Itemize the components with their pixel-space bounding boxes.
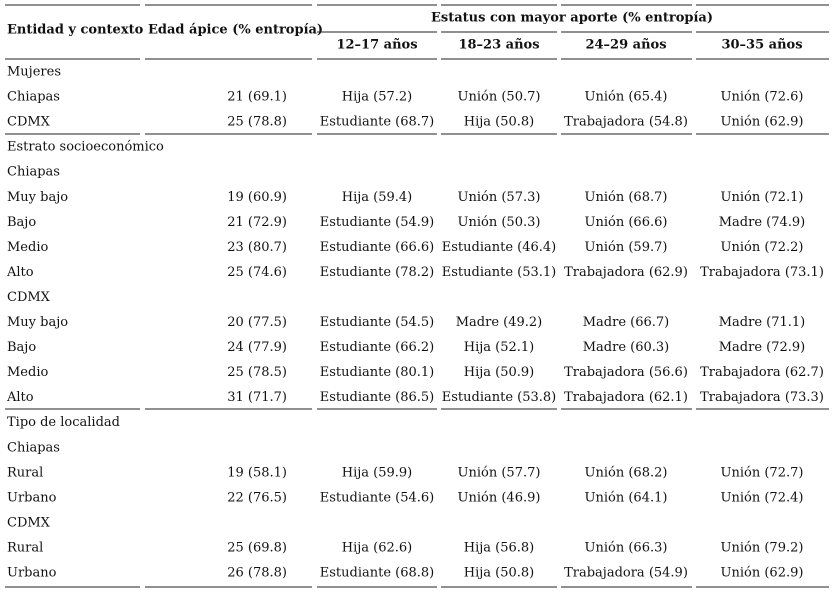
cell: Estudiante (54.6) [320,490,435,505]
cell: Estudiante (66.2) [320,340,435,355]
cell: Unión (72.4) [721,490,804,505]
cell: 31 (71.7) [227,390,287,405]
cell: Unión (66.3) [585,540,668,555]
cell: Estudiante (78.2) [320,265,435,280]
cell: Unión (72.1) [721,190,804,205]
row-label: Muy bajo [7,315,68,330]
cell: Madre (66.7) [583,315,670,330]
row-label: Bajo [7,215,36,230]
cell: 19 (58.1) [227,465,287,480]
cell: Hija (59.4) [342,190,413,205]
cell: Hija (50.8) [464,566,535,581]
cell: Madre (60.3) [583,340,670,355]
row-label: Medio [7,365,48,380]
cell: 25 (74.6) [227,265,287,280]
cell: 25 (78.8) [227,115,287,130]
cell: Unión (57.7) [458,465,541,480]
section-label: Chiapas [7,165,60,180]
cell: Unión (72.2) [721,240,804,255]
cell: Unión (57.3) [458,190,541,205]
cell: Madre (71.1) [719,315,806,330]
cell: Unión (50.7) [458,90,541,105]
section-label: CDMX [7,515,51,530]
cell: Madre (49.2) [456,315,543,330]
header-group: 18–23 años [458,38,539,53]
cell: Unión (65.4) [585,90,668,105]
cell: Hija (59.9) [342,465,413,480]
header-age: Edad ápice (% entropía) [148,23,323,38]
section-label: CDMX [7,290,51,305]
row-label: Alto [6,265,34,280]
cell: Unión (64.1) [585,490,668,505]
cell: Unión (62.9) [721,566,804,581]
cell: Estudiante (68.8) [320,566,435,581]
cell: Hija (57.2) [342,90,413,105]
cell: Hija (50.9) [464,365,535,380]
cell: Hija (52.1) [464,340,535,355]
header-status: Estatus con mayor aporte (% entropía) [431,11,713,26]
cell: 21 (69.1) [227,90,287,105]
cell: Estudiante (66.6) [320,240,435,255]
cell: Hija (56.8) [464,540,535,555]
row-label: Medio [7,240,48,255]
cell: Unión (46.9) [458,490,541,505]
cell: Unión (72.7) [721,465,804,480]
section-label: Mujeres [7,65,61,80]
row-label: Rural [7,540,43,555]
cell: 19 (60.9) [227,190,287,205]
header-group: 30–35 años [721,38,802,53]
cell: Estudiante (80.1) [320,365,435,380]
cell: Estudiante (68.7) [320,115,435,130]
row-label: Chiapas [7,90,60,105]
section-label: Tipo de localidad [7,415,120,430]
cell: Unión (59.7) [585,240,668,255]
cell: Trabajadora (54.9) [564,566,688,581]
row-label: Rural [7,465,43,480]
cell: Trabajadora (73.1) [700,265,824,280]
cell: 25 (69.8) [227,540,287,555]
cell: Trabajadora (56.6) [564,365,688,380]
section-label: Estrato socioeconómico [7,140,164,155]
row-label: Urbano [7,490,57,505]
cell: Hija (50.8) [464,115,535,130]
cell: Unión (68.7) [585,190,668,205]
cell: 24 (77.9) [227,340,287,355]
cell: Unión (72.6) [721,90,804,105]
row-label: CDMX [7,115,51,130]
cell: Trabajadora (62.1) [564,390,688,405]
cell: Unión (66.6) [585,215,668,230]
cell: Trabajadora (54.8) [564,115,688,130]
cell: Estudiante (53.1) [442,265,557,280]
cell: 20 (77.5) [227,315,287,330]
cell: Madre (72.9) [719,340,806,355]
header-group: 12–17 años [336,38,417,53]
header-entity: Entidad y contexto [7,23,144,38]
row-label: Urbano [7,566,57,581]
cell: Estudiante (54.5) [320,315,435,330]
cell: Unión (79.2) [721,540,804,555]
section-label: Chiapas [7,440,60,455]
cell: Estudiante (86.5) [320,390,435,405]
cell: 25 (78.5) [227,365,287,380]
cell: 26 (78.8) [227,566,287,581]
cell: Unión (50.3) [458,215,541,230]
cell: Estudiante (46.4) [442,240,557,255]
cell: Estudiante (53.8) [442,390,557,405]
cell: Trabajadora (62.7) [700,365,824,380]
row-label: Alto [6,390,34,405]
cell: Estudiante (54.9) [320,215,435,230]
cell: Trabajadora (73.3) [700,390,824,405]
header-group: 24–29 años [585,38,666,53]
cell: Hija (62.6) [342,540,413,555]
cell: Unión (62.9) [721,115,804,130]
cell: 23 (80.7) [227,240,287,255]
row-label: Bajo [7,340,36,355]
cell: Madre (74.9) [719,215,806,230]
row-label: Muy bajo [7,190,68,205]
cell: 21 (72.9) [227,215,287,230]
cell: Unión (68.2) [585,465,668,480]
cell: Trabajadora (62.9) [564,265,688,280]
cell: 22 (76.5) [227,490,287,505]
